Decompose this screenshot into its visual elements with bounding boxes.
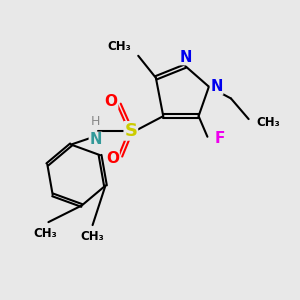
Text: CH₃: CH₃ bbox=[34, 226, 57, 240]
Text: S: S bbox=[124, 122, 137, 140]
Text: CH₃: CH₃ bbox=[107, 40, 131, 53]
Text: F: F bbox=[215, 131, 225, 146]
Text: CH₃: CH₃ bbox=[81, 230, 104, 242]
Text: N: N bbox=[210, 79, 223, 94]
Text: CH₃: CH₃ bbox=[256, 116, 280, 128]
Text: O: O bbox=[105, 94, 118, 109]
Text: H: H bbox=[91, 115, 100, 128]
Text: N: N bbox=[179, 50, 191, 64]
Text: O: O bbox=[106, 151, 119, 166]
Text: N: N bbox=[89, 132, 102, 147]
